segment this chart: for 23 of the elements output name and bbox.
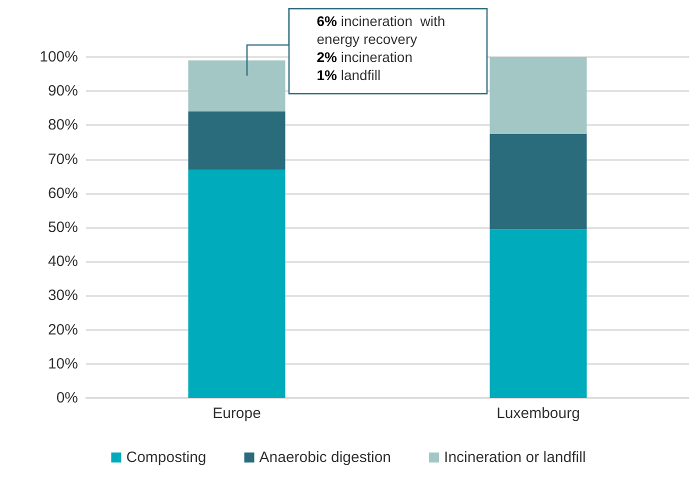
annotation: 6% incineration with energy recovery 2% incineration 1% landfill: [316, 12, 446, 84]
bar: [188, 112, 286, 170]
bar: [490, 134, 587, 230]
x-tick-label: Luxembourg: [496, 405, 580, 422]
y-tick-label: 40%: [48, 253, 78, 270]
bar: [188, 60, 286, 112]
legend-label: Incineration or landfill: [444, 449, 586, 466]
y-tick-label: 90%: [48, 82, 78, 100]
y-tick-label: 10%: [48, 355, 78, 372]
bar: [490, 229, 587, 398]
y-tick-label: 50%: [48, 219, 78, 236]
y-tick-label: 60%: [48, 184, 78, 202]
x-tick-label: Europe: [212, 405, 261, 422]
y-tick-label: 30%: [48, 287, 78, 304]
y-tick-label: 80%: [48, 116, 78, 134]
bar: [188, 170, 286, 398]
y-tick-label: 70%: [48, 150, 78, 168]
y-tick-label: 0%: [56, 390, 78, 406]
legend-label: Anaerobic digestion: [259, 449, 392, 466]
y-tick-label: 20%: [48, 321, 78, 338]
bar: [490, 57, 587, 134]
legend-label: Composting: [126, 449, 206, 466]
y-tick-label: 100%: [40, 48, 78, 66]
